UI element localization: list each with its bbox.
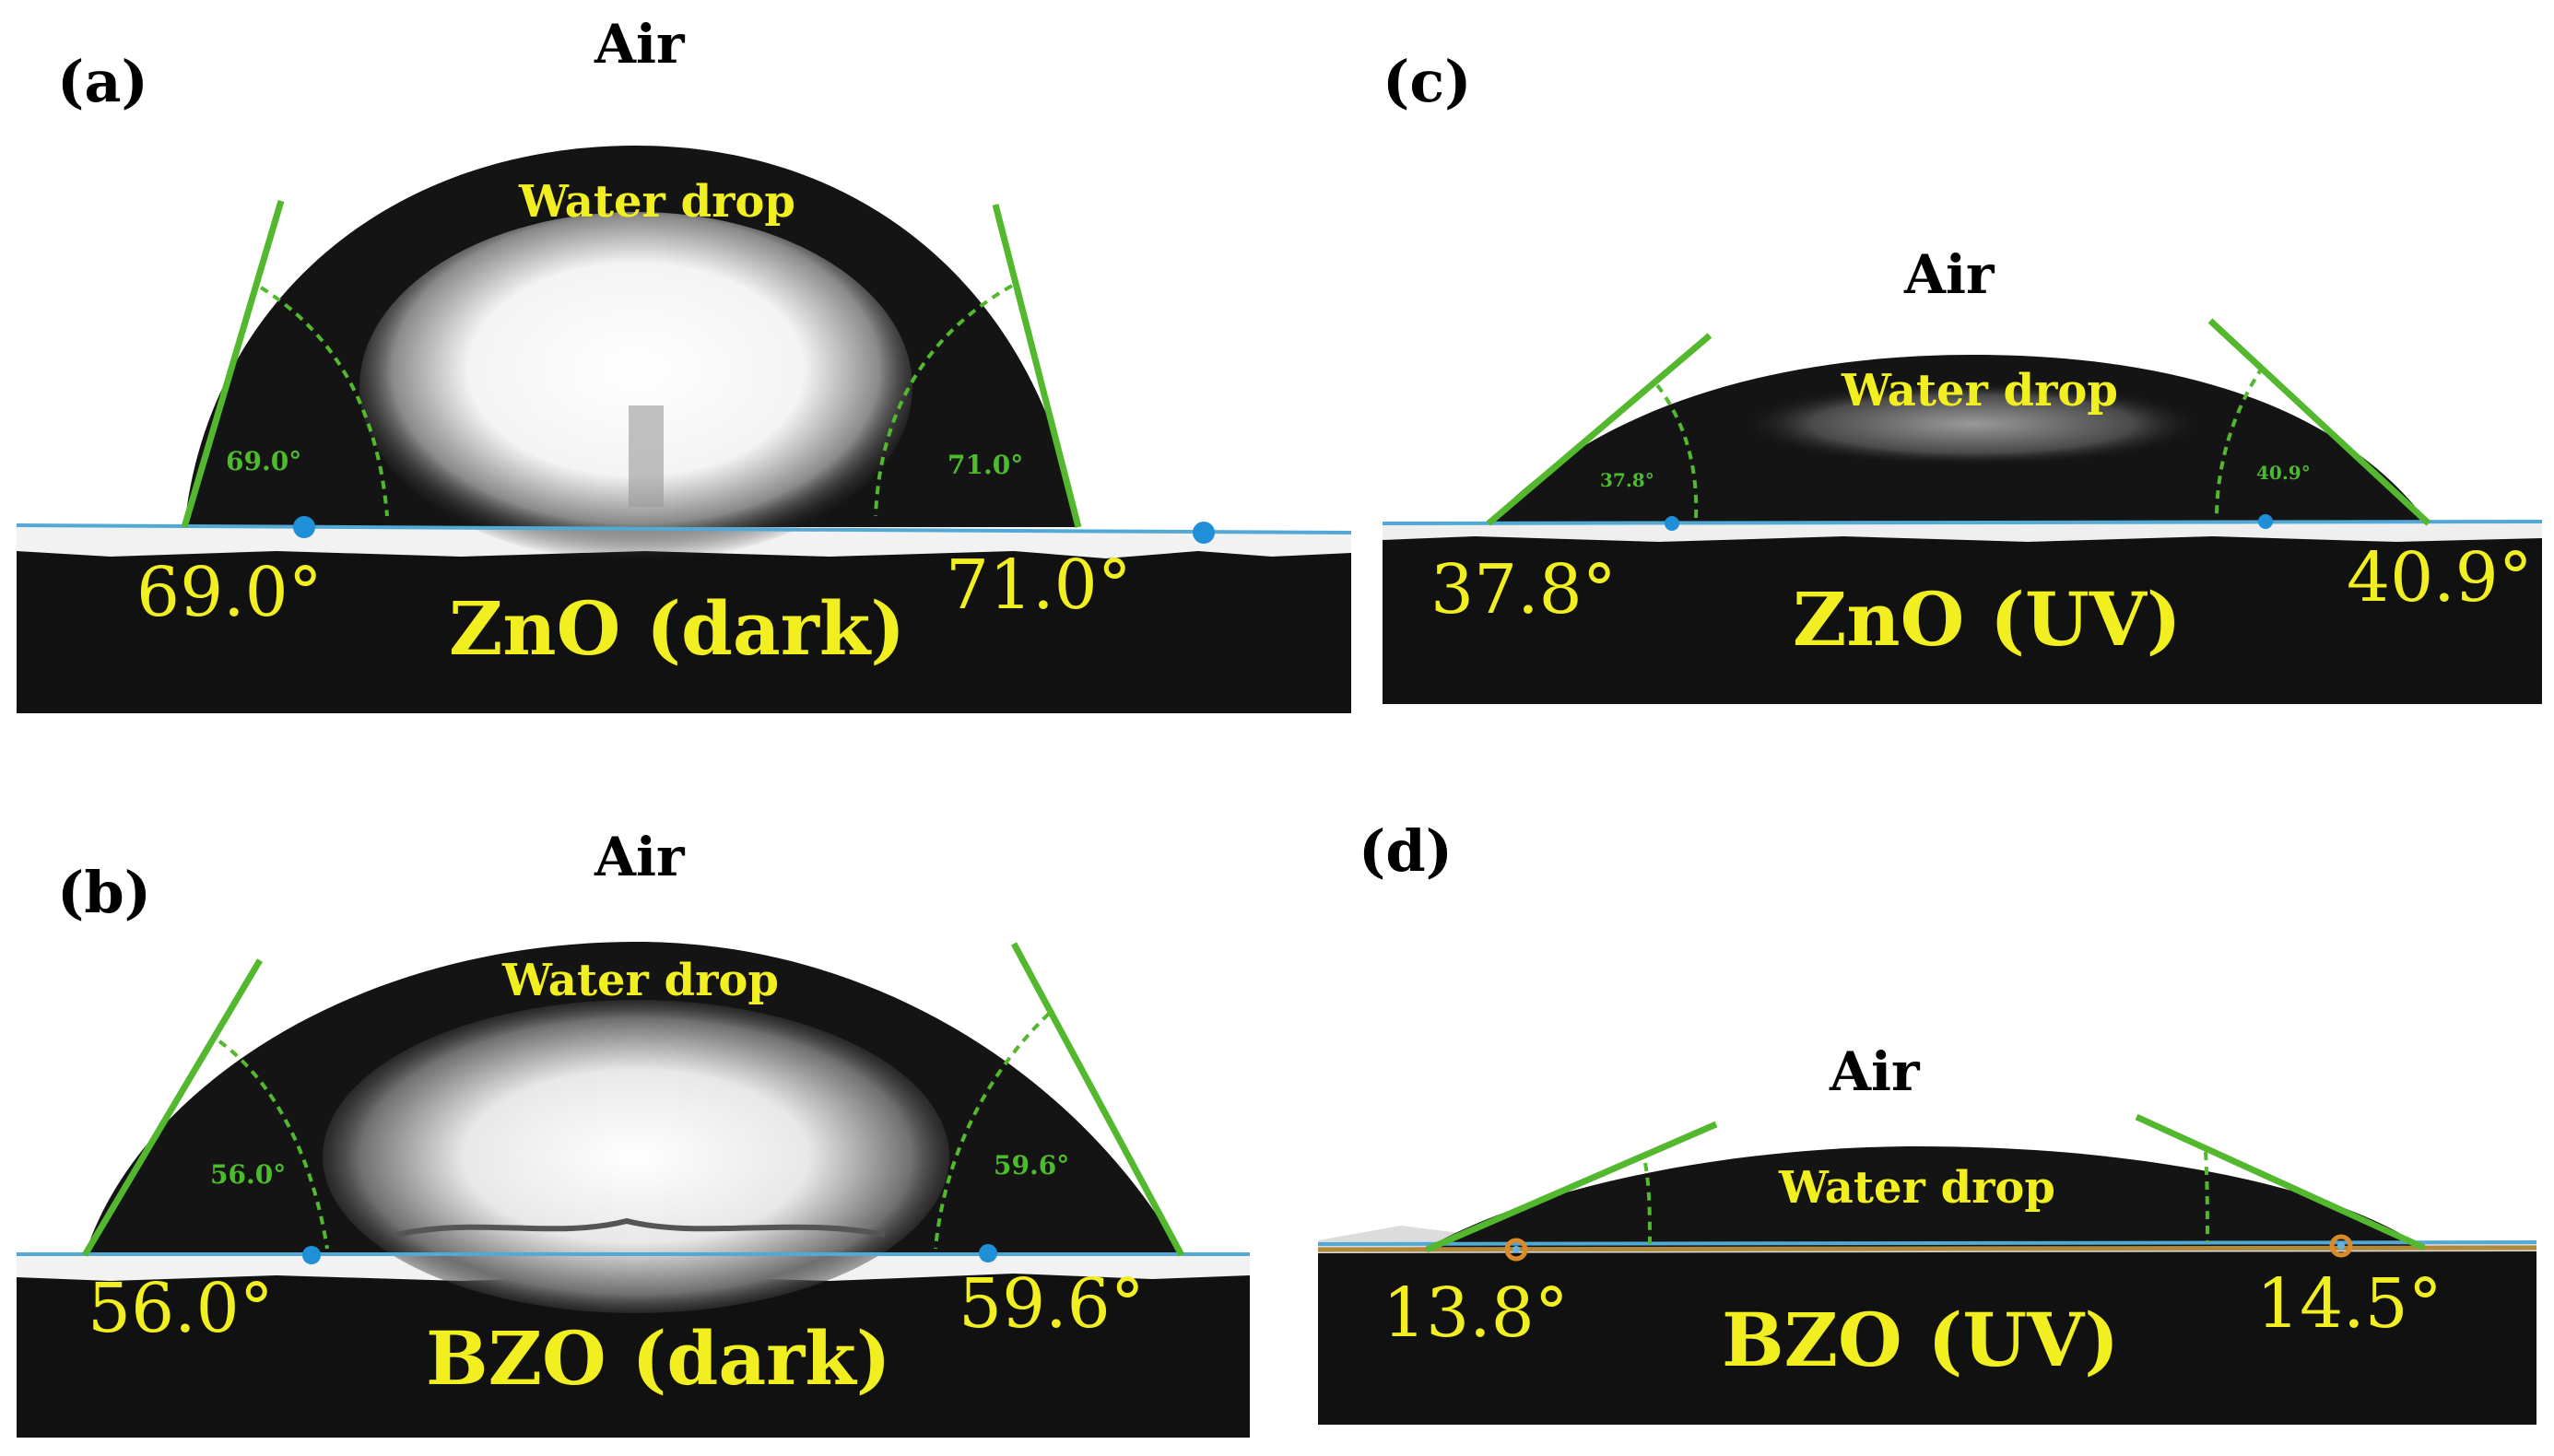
panel-c: (c) Air 37.8° 40.9° Water drop 37.8° 40.… [1382, 48, 2543, 704]
panel-b-sample-label: BZO (dark) [426, 1315, 891, 1402]
panel-b-drop-reflection [395, 1217, 886, 1238]
panel-d-left-angle: 13.8° [1383, 1274, 1569, 1353]
panel-c-drop-label: Water drop [1841, 365, 2118, 417]
panel-d-baseline-point-right-center [2337, 1242, 2345, 1250]
panel-c-left-angle: 37.8° [1430, 550, 1617, 629]
panel-c-right-angle-arc [2215, 365, 2265, 519]
panel-a-air-label: Air [594, 13, 686, 76]
panel-b-right-tangent [1010, 942, 1185, 1257]
panel-b-baseline-point-left [302, 1246, 321, 1264]
panel-a-right-tangent [992, 204, 1082, 528]
panel-b-right-angle: 59.6° [959, 1264, 1145, 1344]
panel-c-right-angle-small: 40.9° [2256, 462, 2311, 484]
panel-b-left-tangent [81, 958, 264, 1257]
panel-a-left-tangent [181, 200, 285, 528]
panel-b-baseline-point-right [979, 1244, 997, 1262]
panel-a-substrate [17, 538, 1351, 713]
panel-c-baseline-point-left [1665, 516, 1679, 531]
panel-d-drop-label: Water drop [1778, 1162, 2055, 1214]
panel-c-label: (c) [1383, 48, 1471, 115]
panel-a-needle-shadow [629, 405, 664, 507]
panel-c-drop-highlight [1742, 382, 2203, 465]
panel-a-left-angle-arc [259, 286, 389, 517]
panel-a-right-angle: 71.0° [946, 546, 1132, 625]
panel-d-baseline-point-left [1504, 1238, 1528, 1262]
panel-c-left-angle-small: 37.8° [1600, 469, 1654, 491]
panel-d-baseline-orange [1317, 1245, 2537, 1252]
panel-b-right-angle-arc [934, 1012, 1051, 1250]
panel-b-drop-label: Water drop [501, 955, 779, 1006]
panel-d-left-tangent [1425, 1121, 1718, 1253]
panel-d-right-angle-arc [2204, 1151, 2209, 1243]
panel-a-baseline-point-right [1193, 522, 1215, 544]
panel-b-air-label: Air [594, 826, 686, 888]
panel-a-sample-label: ZnO (dark) [449, 585, 905, 672]
panel-c-baseline-point-right [2258, 514, 2273, 529]
panel-b-drop-highlight [323, 1000, 949, 1313]
panel-c-baseline [1382, 520, 2543, 525]
panel-d-water-drop [1427, 1146, 2424, 1248]
panel-d-left-angle-arc [1643, 1162, 1652, 1245]
panel-d-baseline [1317, 1240, 2537, 1246]
panel-a-left-angle: 69.0° [136, 553, 323, 632]
panel-d-substrate [1318, 1248, 2536, 1425]
panel-c-air-label: Air [1903, 243, 1995, 306]
panel-d-baseline-point-left-center [1512, 1246, 1520, 1253]
panel-a-right-angle-arc [874, 284, 1013, 517]
panel-b: (b) Air 56.0° 59.6° Water drop 56.0° 59.… [17, 826, 1250, 1438]
panel-b-label: (b) [57, 859, 151, 926]
panel-c-left-angle-arc [1655, 383, 1699, 519]
panel-c-right-tangent [2207, 318, 2431, 526]
panel-c-sample-label: ZnO (UV) [1793, 576, 2182, 663]
panel-d-baseline-point-right [2329, 1234, 2353, 1258]
panel-b-right-angle-small: 59.6° [994, 1150, 1069, 1180]
panel-c-left-tangent [1486, 333, 1712, 526]
panel-a-drop-highlight [359, 212, 912, 562]
panel-a-drop-label: Water drop [518, 176, 795, 228]
panel-c-right-angle: 40.9° [2347, 538, 2533, 617]
panel-d-right-angle: 14.5° [2256, 1264, 2442, 1344]
panel-d-right-tangent [2135, 1113, 2426, 1251]
panel-a-baseline-point-left [293, 516, 315, 538]
panel-d-label: (d) [1359, 817, 1453, 885]
panel-a-baseline [16, 523, 1352, 534]
panel-a-right-angle-small: 71.0° [947, 450, 1023, 480]
panel-d-sample-label: BZO (UV) [1722, 1297, 2119, 1383]
panel-c-substrate [1383, 527, 2542, 704]
panel-b-left-angle: 56.0° [88, 1269, 274, 1348]
panel-a-left-angle-small: 69.0° [226, 446, 301, 476]
panel-b-left-angle-small: 56.0° [210, 1159, 286, 1190]
panel-d: (d) Air Water drop 13.8° 14.5° BZO (UV) [1317, 817, 2537, 1425]
panel-a-label: (a) [57, 48, 148, 115]
panel-d-air-label: Air [1829, 1040, 1921, 1103]
panel-a: (a) Air 69.0° 71.0° Water drop 69.0° 71.… [16, 13, 1352, 713]
